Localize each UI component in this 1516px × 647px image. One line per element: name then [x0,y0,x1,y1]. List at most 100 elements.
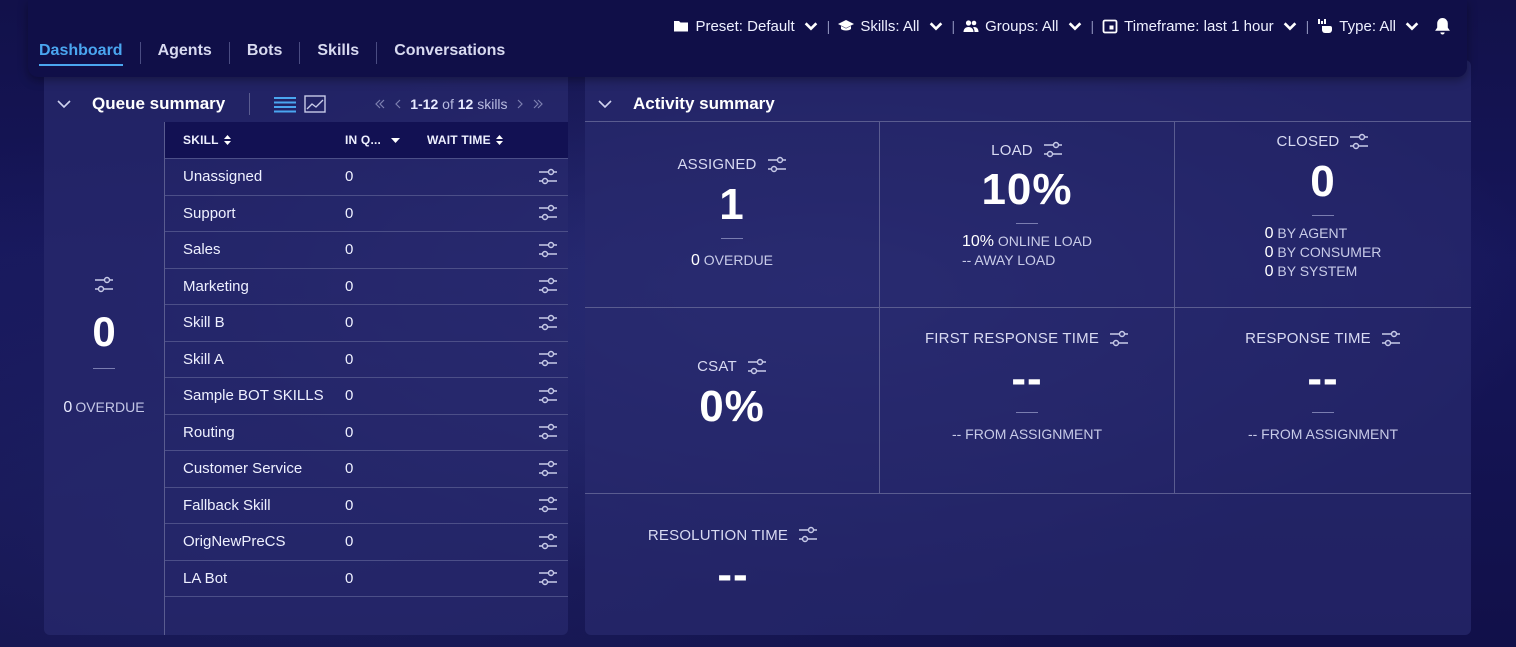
skill-column-header[interactable]: SKILL [165,133,345,147]
filter-separator: | [1090,18,1095,34]
table-row[interactable]: Unassigned 0 [165,159,568,196]
table-row[interactable]: LA Bot 0 [165,561,568,597]
first-page-icon[interactable] [374,98,386,110]
sliders-icon[interactable] [767,156,787,174]
closed-label-text: CLOSED [1276,133,1340,150]
sliders-icon[interactable] [747,358,767,376]
sliders-icon[interactable] [538,277,558,295]
groups-filter[interactable]: Groups: All [963,18,1082,35]
sliders-icon[interactable] [798,526,818,544]
sliders-icon[interactable] [538,460,558,478]
sliders-icon[interactable] [538,423,558,441]
filter-bar: Preset: Default | Skills: All | Groups: … [673,17,1451,35]
preset-filter[interactable]: Preset: Default [673,18,818,35]
sliders-icon[interactable] [538,168,558,186]
notification-bell-icon[interactable] [1434,17,1451,35]
table-row[interactable]: Fallback Skill 0 [165,488,568,524]
table-row[interactable]: Skill A 0 [165,342,568,378]
in-queue-cell: 0 [345,569,354,587]
type-icon [1318,19,1333,33]
first-response-time-label: FIRST RESPONSE TIME [925,330,1129,348]
sliders-icon[interactable] [538,314,558,332]
table-row[interactable]: Sales 0 [165,232,568,269]
chart-view-icon[interactable] [304,95,326,113]
queue-overdue: 0 OVERDUE [63,399,144,417]
divider [1312,214,1334,216]
timeframe-filter[interactable]: Timeframe: last 1 hour [1102,18,1298,35]
sliders-icon[interactable] [538,241,558,259]
tab-bots[interactable]: Bots [246,42,283,59]
resolution-time-value: -- [717,550,749,599]
chevron-down-icon[interactable] [597,96,613,112]
tab-dashboard[interactable]: Dashboard [39,41,140,66]
table-row[interactable]: Customer Service 0 [165,451,568,488]
queue-total-column: 0 0 OVERDUE [44,122,165,635]
skills-pager: 1-12 of 12 skills [374,96,543,112]
table-row[interactable]: Skill B 0 [165,305,568,342]
sliders-icon[interactable] [1381,330,1401,348]
resolution-time-label: RESOLUTION TIME [648,526,818,544]
skills-filter[interactable]: Skills: All [838,18,943,35]
closed-card: CLOSED 0 0 BY AGENT 0 BY CONSUMER 0 BY S… [1175,122,1471,307]
table-row[interactable]: Marketing 0 [165,269,568,305]
last-page-icon[interactable] [532,98,544,110]
sliders-icon[interactable] [1043,141,1063,159]
pager-total: 12 [457,96,474,112]
queue-total-value: 0 [92,308,116,355]
in-queue-column-header[interactable]: IN Q... [345,133,427,147]
load-breakdown: 10% ONLINE LOAD -- AWAY LOAD [962,228,1092,270]
queue-summary-panel: Queue summary 1-12 of 12 skills 0 0 OVERD… [44,60,568,635]
table-row[interactable]: Support 0 [165,196,568,232]
chevron-down-icon[interactable] [56,96,72,112]
table-row[interactable]: OrigNewPreCS 0 [165,524,568,561]
chevron-down-icon [929,22,942,31]
in-queue-cell: 0 [345,314,354,332]
tab-agents[interactable]: Agents [157,42,212,59]
table-row[interactable]: Sample BOT SKILLS 0 [165,378,568,415]
sliders-icon[interactable] [1349,133,1369,151]
preset-filter-label: Preset: Default [695,17,795,35]
sliders-icon[interactable] [538,533,558,551]
activity-grid: ASSIGNED 1 0 OVERDUE LOAD 10% 10% ONLINE… [585,121,1471,635]
wait-time-column-header[interactable]: WAIT TIME [427,133,568,147]
sliders-icon[interactable] [538,204,558,222]
divider [1312,411,1334,413]
row-settings [528,496,568,514]
online-load-value: 10% [961,233,994,250]
response-sub-value: -- [1247,425,1258,442]
type-filter[interactable]: Type: All [1317,18,1420,35]
row-settings [528,277,568,295]
load-label-text: LOAD [991,141,1033,159]
sliders-icon[interactable] [538,496,558,514]
tab-conversations[interactable]: Conversations [394,42,506,59]
first-response-sub-label: FROM ASSIGNMENT [965,425,1103,442]
assigned-overdue-label: OVERDUE [703,251,774,268]
response-time-label: RESPONSE TIME [1245,330,1401,348]
csat-value: 0% [699,381,765,431]
closed-by-consumer: 0 BY CONSUMER [1265,243,1382,262]
table-row[interactable]: Routing 0 [165,415,568,451]
csat-label: CSAT [697,358,767,376]
queue-overdue-value: 0 [63,399,73,416]
tab-skills[interactable]: Skills [317,42,360,59]
next-page-icon[interactable] [514,98,526,110]
row-settings [528,387,568,405]
online-load-label: ONLINE LOAD [997,233,1093,249]
assigned-card: ASSIGNED 1 0 OVERDUE [585,122,880,307]
first-response-from-assignment: -- FROM ASSIGNMENT [952,425,1102,444]
chevron-down-icon [1068,22,1081,31]
closed-by-agent-label: BY AGENT [1277,224,1348,241]
skill-cell: Sales [183,241,221,259]
sliders-icon[interactable] [538,569,558,587]
sliders-icon[interactable] [538,387,558,405]
activity-summary-header: Activity summary [585,60,1471,122]
list-view-icon[interactable] [274,95,297,113]
sliders-icon[interactable] [94,276,114,294]
skill-cell: Fallback Skill [183,496,271,514]
table-header: SKILL IN Q... WAIT TIME [165,122,568,159]
sliders-icon[interactable] [1109,330,1129,348]
closed-by-system: 0 BY SYSTEM [1265,262,1358,281]
queue-summary-header: Queue summary 1-12 of 12 skills [44,60,568,122]
previous-page-icon[interactable] [392,98,404,110]
sliders-icon[interactable] [538,350,558,368]
